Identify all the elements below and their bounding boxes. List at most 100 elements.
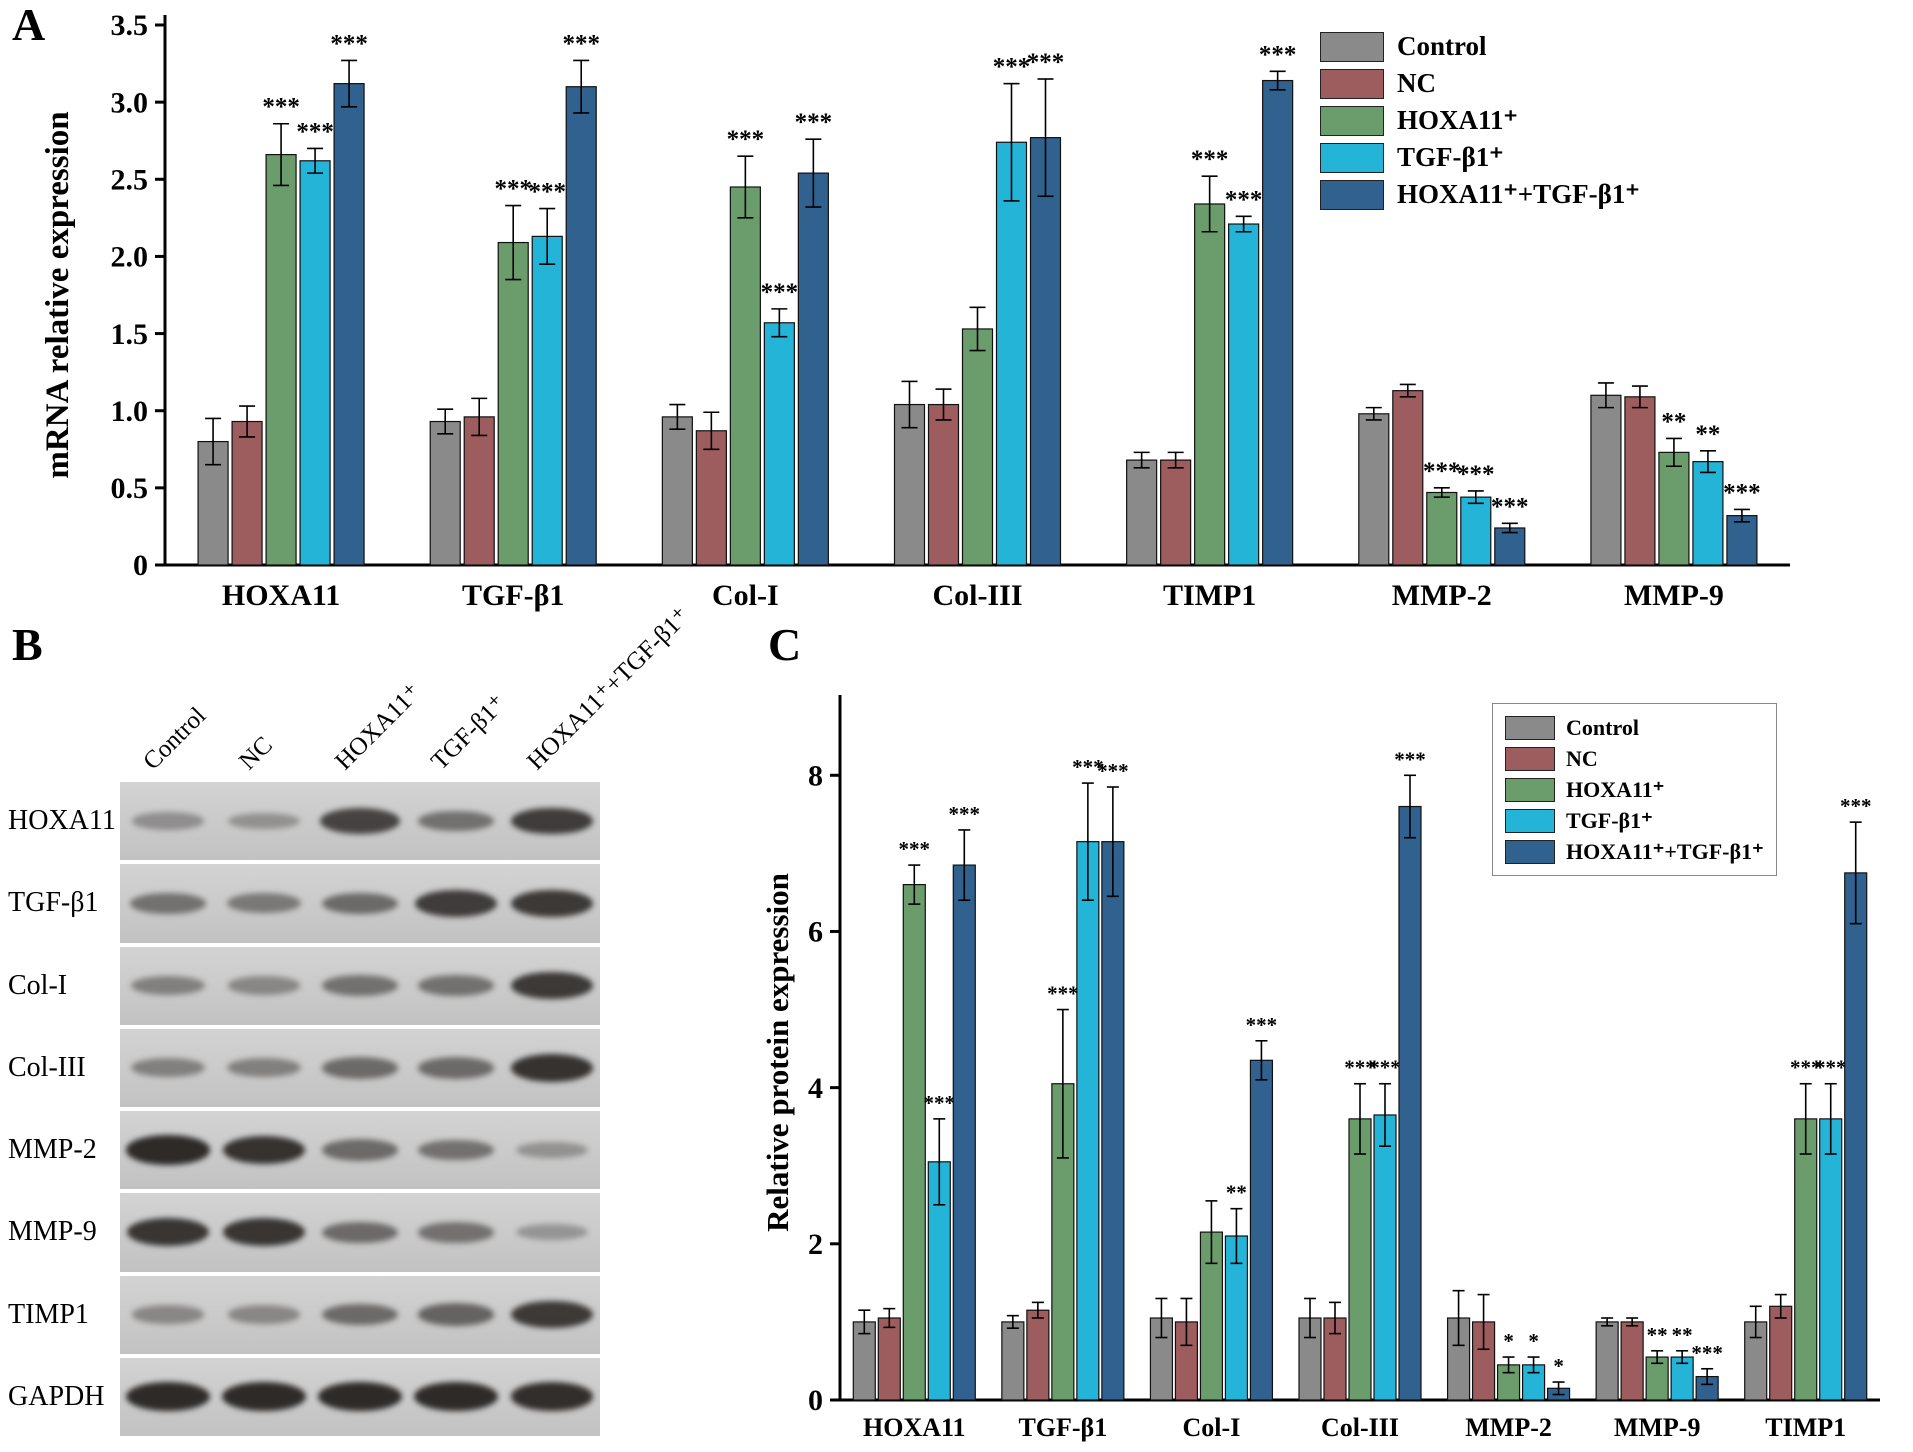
legend-swatch-combo xyxy=(1320,179,1384,210)
y-tick-label: 3.0 xyxy=(111,86,149,119)
bar xyxy=(763,322,795,566)
legend-label: HOXA11⁺ xyxy=(1566,776,1665,802)
significance-marker: *** xyxy=(993,54,1031,81)
significance-marker: *** xyxy=(1027,49,1065,76)
blot-row-label: TGF-β1 xyxy=(8,887,99,919)
bar xyxy=(1358,413,1390,566)
significance-marker: ** xyxy=(1661,408,1686,435)
blot-band xyxy=(131,1058,205,1078)
significance-marker: ** xyxy=(1672,1323,1693,1347)
blot-row xyxy=(120,864,600,943)
x-category-label: Col-III xyxy=(1321,1413,1399,1442)
blot-band xyxy=(511,1300,593,1329)
significance-marker: *** xyxy=(1691,1341,1723,1365)
bar xyxy=(1726,515,1758,566)
legend-item: HOXA11⁺ xyxy=(1505,774,1764,805)
bar xyxy=(1692,461,1724,566)
significance-marker: * xyxy=(1553,1354,1564,1378)
bar xyxy=(729,186,761,566)
blot-band xyxy=(322,1057,398,1079)
significance-marker: *** xyxy=(1423,458,1461,485)
bar xyxy=(952,864,976,1401)
blot-row-label: Col-III xyxy=(8,1051,86,1083)
blot-band xyxy=(511,971,593,1000)
bar xyxy=(1658,451,1690,566)
legend-item: TGF-β1⁺ xyxy=(1320,139,1640,176)
x-category-label: MMP-9 xyxy=(1624,579,1724,612)
significance-marker: *** xyxy=(761,279,799,306)
y-tick-label: 3.5 xyxy=(111,9,149,42)
significance-marker: *** xyxy=(795,109,833,136)
bar xyxy=(1624,396,1656,566)
blot-column-label: TGF-β1⁺ xyxy=(426,689,512,776)
bar xyxy=(1392,390,1424,566)
blot-band xyxy=(130,892,206,914)
blot-band xyxy=(126,1135,210,1165)
significance-marker: *** xyxy=(330,30,368,57)
blot-row-labels: HOXA11 TGF-β1 Col-I Col-III MMP-2 MMP-9 TIMP1 G… xyxy=(8,782,118,1436)
bar xyxy=(1194,203,1226,566)
significance-marker: *** xyxy=(562,30,600,57)
x-category-label: TGF-β1 xyxy=(1018,1413,1107,1442)
y-tick-label: 2.0 xyxy=(111,241,149,274)
significance-marker: *** xyxy=(1815,1056,1847,1080)
bar xyxy=(429,420,461,566)
blot-band xyxy=(126,1218,210,1247)
legend-label: HOXA11⁺+TGF-β1⁺ xyxy=(1566,838,1764,864)
legend-item: NC xyxy=(1505,743,1764,774)
x-category-label: TIMP1 xyxy=(1163,579,1256,612)
legend-swatch-control xyxy=(1505,715,1555,740)
blot-band xyxy=(418,1139,494,1161)
bar xyxy=(531,235,563,566)
significance-marker: *** xyxy=(1246,1013,1278,1037)
bar xyxy=(893,403,926,566)
blot-band xyxy=(131,1305,205,1324)
significance-marker: ** xyxy=(1647,1323,1668,1347)
blot-band xyxy=(319,807,401,835)
y-tick-label: 8 xyxy=(808,759,823,792)
blot-band xyxy=(418,810,494,832)
x-category-label: Col-I xyxy=(712,579,779,612)
significance-marker: *** xyxy=(924,1091,956,1115)
significance-marker: *** xyxy=(296,118,334,145)
panel-c-label: C xyxy=(768,619,802,670)
blot-column-label: HOXA11⁺ xyxy=(330,678,427,776)
bar xyxy=(1769,1305,1793,1401)
blot-row xyxy=(120,1357,600,1436)
blot-row xyxy=(120,782,600,861)
blot-band xyxy=(132,812,204,830)
legend-item: HOXA11⁺ xyxy=(1320,102,1640,139)
blot-row xyxy=(120,1275,600,1354)
bar xyxy=(1262,79,1294,566)
panel-a-label: A xyxy=(12,0,46,50)
mrna-expression-bar-chart: 0 0.5 1.0 1.5 2.0 2.5 3.0 3.5 mRNA relative expr… xyxy=(40,9,1790,612)
x-category-label: MMP-9 xyxy=(1614,1413,1701,1442)
significance-marker: *** xyxy=(1344,1056,1376,1080)
blot-row xyxy=(120,1193,600,1272)
legend-item: NC xyxy=(1320,65,1640,102)
bar xyxy=(497,241,529,566)
significance-marker: *** xyxy=(528,179,566,206)
blot-band xyxy=(417,1303,495,1326)
blot-band xyxy=(227,976,301,995)
y-tick-label: 0 xyxy=(133,549,148,582)
significance-marker: *** xyxy=(1790,1056,1822,1080)
blot-band xyxy=(418,1057,494,1079)
bar xyxy=(1460,496,1492,566)
y-tick-label: 0.5 xyxy=(111,472,149,505)
significance-marker: *** xyxy=(1369,1056,1401,1080)
y-tick-label: 4 xyxy=(808,1072,823,1105)
blot-row xyxy=(120,946,600,1025)
bar xyxy=(902,884,926,1401)
significance-marker: *** xyxy=(727,126,765,153)
blot-column-labels: Control NC HOXA11⁺ TGF-β1⁺ HOXA11⁺+TGF-β1⁺ xyxy=(120,602,695,778)
blot-row-label: GAPDH xyxy=(8,1380,105,1412)
bar xyxy=(1426,491,1458,566)
blot-band xyxy=(516,1141,588,1159)
bar xyxy=(1595,1321,1619,1401)
blot-band xyxy=(227,1305,301,1324)
bar xyxy=(299,160,331,566)
legend-label: TGF-β1⁺ xyxy=(1566,807,1653,833)
bar xyxy=(661,416,693,566)
